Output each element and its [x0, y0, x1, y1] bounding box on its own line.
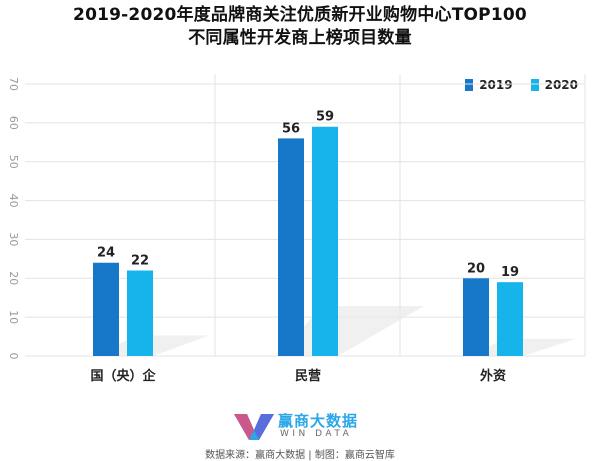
y-tick-label: 70 — [7, 77, 20, 91]
y-tick-label: 20 — [7, 271, 20, 285]
y-tick-label: 40 — [7, 194, 20, 208]
legend-item-2019: 2019 — [465, 78, 513, 92]
bar — [278, 138, 304, 356]
data-label: 19 — [501, 265, 519, 280]
data-label: 24 — [97, 246, 115, 261]
win-data-logo-icon — [234, 414, 274, 440]
legend-label-2019: 2019 — [479, 78, 513, 92]
data-label: 59 — [316, 110, 334, 125]
y-tick-label: 60 — [7, 116, 20, 130]
data-label: 56 — [282, 121, 300, 136]
x-category-label: 民营 — [295, 368, 321, 384]
data-label: 20 — [467, 261, 485, 276]
bar — [312, 126, 338, 356]
title-line-1: 2019-2020年度品牌商关注优质新开业购物中心TOP100 — [73, 5, 527, 25]
bar — [127, 270, 153, 356]
chart-title: 2019-2020年度品牌商关注优质新开业购物中心TOP100 不同属性开发商上… — [0, 4, 600, 50]
legend-label-2020: 2020 — [544, 78, 578, 92]
y-tick-label: 0 — [7, 353, 20, 360]
data-label: 22 — [131, 254, 149, 269]
y-tick-label: 10 — [7, 310, 20, 324]
title-line-2: 不同属性开发商上榜项目数量 — [188, 28, 412, 48]
bar — [497, 282, 523, 356]
bar — [463, 278, 489, 356]
bar — [93, 262, 119, 356]
x-category-label: 外资 — [479, 368, 506, 384]
legend-swatch-2020 — [530, 79, 539, 91]
x-category-label: 国（央）企 — [90, 368, 156, 384]
y-tick-label: 50 — [7, 155, 20, 169]
y-tick-label: 30 — [7, 232, 20, 246]
legend-item-2020: 2020 — [530, 78, 578, 92]
logo-text-en: WIN DATA — [280, 429, 353, 439]
source-note: 数据来源：赢商大数据 | 制图：赢商云智库 — [205, 450, 395, 461]
legend: 2019 2020 — [453, 78, 578, 92]
legend-swatch-2019 — [465, 79, 474, 91]
logo-text-cn: 赢商大数据 — [278, 412, 359, 430]
